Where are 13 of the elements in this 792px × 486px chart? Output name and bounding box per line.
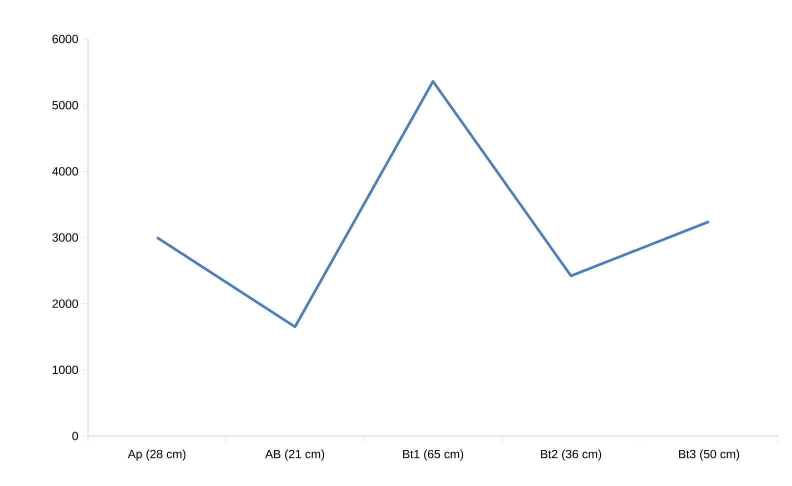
y-tick-label: 1000 <box>52 366 78 374</box>
y-tick-label: 6000 <box>52 34 78 44</box>
line-series <box>156 80 710 328</box>
y-tick-label: 5000 <box>52 100 78 110</box>
y-tick-label: 0 <box>72 432 78 440</box>
x-tick-label: Ap (28 cm) <box>128 450 186 461</box>
x-tick-label: Bt3 (50 cm) <box>679 450 740 461</box>
x-tick-label: Bt2 (36 cm) <box>541 450 602 461</box>
y-tick-label: 2000 <box>52 299 78 308</box>
x-tick-label: Bt1 (65 cm) <box>403 450 464 461</box>
y-tick-label: 4000 <box>52 167 78 176</box>
x-tick-label: AB (21 cm) <box>265 450 324 461</box>
y-tick-label: 3000 <box>52 233 78 242</box>
